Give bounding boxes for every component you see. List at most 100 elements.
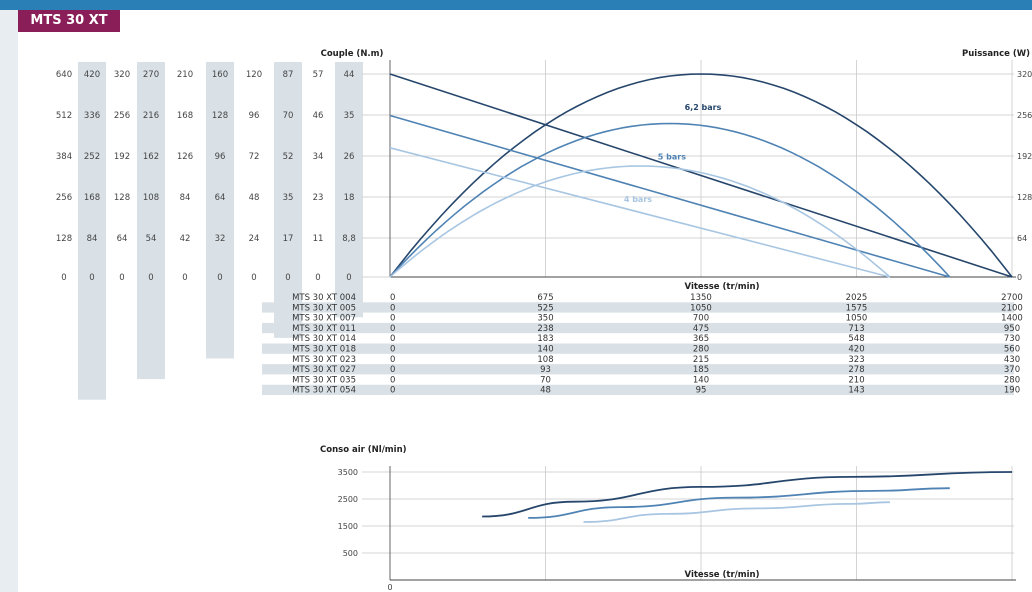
torque-tick-label: 11 [313,234,324,244]
torque-tick-label: 210 [177,70,193,80]
table-cell: 525 [537,303,553,313]
x-axis-title: Vitesse (tr/min) [685,282,760,292]
torque-tick-label: 35 [344,111,355,121]
torque-tick-label: 0 [251,273,256,283]
product-badge: MTS 30 XT [18,10,120,32]
torque-tick-label: 64 [215,193,226,203]
table-cell: 190 [1004,386,1020,396]
conso-axis-title: Conso air (Nl/min) [320,445,407,455]
torque-tick-label: 108 [143,193,159,203]
table-cell: 1350 [690,293,712,303]
table-cell: 675 [537,293,553,303]
scale-connector-7 [274,62,302,338]
torque-tick-label: 420 [84,70,100,80]
table-cell: 0 [390,293,395,303]
power-curve [389,73,1013,278]
table-cell: 0 [390,365,395,375]
torque-line [389,147,891,278]
table-cell: 108 [537,355,553,365]
scale-connector-9 [335,62,363,318]
torque-tick-label: 0 [119,273,124,283]
power-tick-label: 0 [1017,273,1022,282]
table-cell: 430 [1004,355,1020,365]
torque-tick-label: 87 [283,70,294,80]
conso-tick-label: 1500 [338,522,358,531]
torque-tick-label: 84 [87,234,98,244]
torque-tick-label: 35 [283,193,294,203]
torque-tick-label: 52 [283,152,294,162]
table-model-label: MTS 30 XT 014 [292,334,356,344]
power-curve [389,122,951,278]
table-cell: 238 [537,324,553,334]
torque-tick-label: 0 [61,273,66,283]
torque-tick-label: 168 [84,193,100,203]
torque-tick-label: 57 [313,70,324,80]
torque-tick-label: 160 [212,70,228,80]
power-curve [389,165,891,278]
table-cell: 2100 [1001,303,1023,313]
torque-tick-label: 256 [56,193,72,203]
torque-axis-title: Couple (N.m) [321,49,384,59]
table-model-label: MTS 30 XT 018 [292,345,356,355]
torque-tick-label: 128 [56,234,72,244]
table-model-label: MTS 30 XT 005 [292,303,356,313]
torque-tick-label: 128 [114,193,130,203]
torque-tick-label: 270 [143,70,159,80]
table-cell: 140 [537,345,553,355]
table-cell: 730 [1004,334,1020,344]
torque-tick-label: 24 [249,234,260,244]
scale-connector-3 [137,62,165,380]
table-cell: 280 [1004,375,1020,385]
table-cell: 548 [848,334,864,344]
torque-tick-label: 0 [217,273,222,283]
table-cell: 350 [537,314,553,324]
torque-tick-label: 0 [315,273,320,283]
table-model-label: MTS 30 XT 054 [292,386,356,396]
power-tick-label: 64 [1017,234,1027,243]
table-cell: 1575 [846,303,868,313]
table-cell: 70 [540,375,551,385]
table-cell: 143 [848,386,864,396]
torque-tick-label: 336 [84,111,100,121]
conso-tick-label: 500 [343,549,358,558]
table-cell: 215 [693,355,709,365]
header-band [0,0,1032,10]
table-cell: 0 [390,345,395,355]
table-cell: 700 [693,314,709,324]
conso-tick-label: 2500 [338,495,358,504]
table-cell: 0 [390,334,395,344]
torque-tick-label: 42 [180,234,191,244]
table-cell: 365 [693,334,709,344]
torque-tick-label: 168 [177,111,193,121]
torque-tick-label: 96 [215,152,226,162]
table-row-shade [262,364,1014,375]
torque-tick-label: 32 [215,234,226,244]
torque-tick-label: 26 [344,152,355,162]
table-cell: 0 [390,355,395,365]
torque-tick-label: 162 [143,152,159,162]
torque-tick-label: 128 [212,111,228,121]
table-model-label: MTS 30 XT 023 [292,355,356,365]
torque-tick-label: 252 [84,152,100,162]
torque-tick-label: 44 [344,70,355,80]
table-cell: 185 [693,365,709,375]
torque-line [389,114,951,278]
table-cell: 323 [848,355,864,365]
torque-tick-label: 8,8 [342,234,356,244]
torque-tick-label: 0 [182,273,187,283]
table-cell: 280 [693,345,709,355]
torque-tick-label: 0 [89,273,94,283]
conso-tick-label: 3500 [338,468,358,477]
torque-tick-label: 48 [249,193,260,203]
table-cell: 0 [390,386,395,396]
table-cell: 1050 [690,303,712,313]
conso-x-title: Vitesse (tr/min) [685,570,760,580]
torque-tick-label: 256 [114,111,130,121]
table-cell: 48 [540,386,551,396]
table-cell: 713 [848,324,864,334]
table-row-shade [262,343,1014,354]
conso-x-tick: 0 [387,583,392,592]
torque-tick-label: 640 [56,70,72,80]
